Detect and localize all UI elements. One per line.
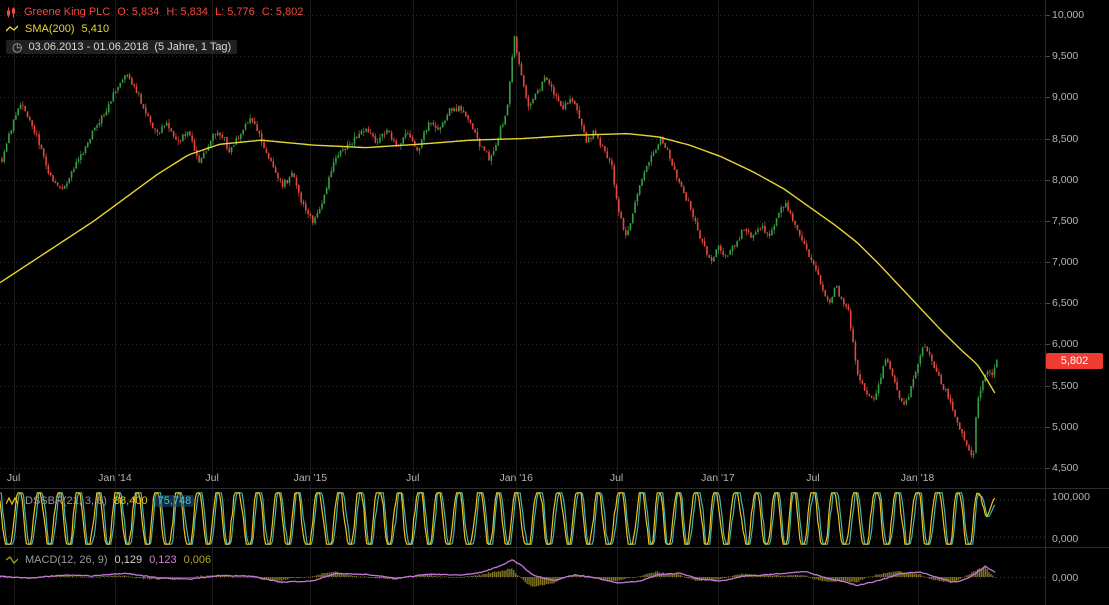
x-axis-label: Jul <box>406 472 420 484</box>
x-axis-label: Jan '14 <box>98 472 132 484</box>
x-axis-label: Jan '17 <box>701 472 735 484</box>
last-price-tag: 5,802 <box>1046 352 1103 369</box>
sma-value: 5,410 <box>81 23 110 35</box>
macd-legend[interactable]: MACD(12, 26, 9) 0,129 0,123 0,006 <box>6 554 211 566</box>
y-axis-label: 5,000 <box>1052 420 1079 433</box>
sma-line-icon <box>6 24 18 34</box>
dssbr-fast-value: 88,400 <box>113 495 148 507</box>
y-axis-label: 9,500 <box>1052 50 1079 63</box>
ohlc-low: L: 5,776 <box>215 6 255 18</box>
y-axis-label: 10,000 <box>1052 9 1085 21</box>
x-axis-label: Jul <box>806 472 820 484</box>
macd-name: MACD(12, 26, 9) <box>25 554 108 566</box>
sma-name: SMA(200) <box>25 23 75 35</box>
x-axis-label: Jul <box>609 472 624 484</box>
dssbr-legend[interactable]: DSSBR(21, 3, 8) 88,400 75,748 <box>6 495 195 507</box>
symbol-legend[interactable]: Greene King PLC O: 5,834 H: 5,834 L: 5,7… <box>6 6 303 18</box>
dssbr-axis-label: 100,000 <box>1052 491 1090 503</box>
dssbr-indicator-icon <box>6 496 18 506</box>
macd-axis-label: 0,000 <box>1052 572 1079 584</box>
ohlc-close: C: 5,802 <box>261 6 304 18</box>
macd-value: 0,129 <box>114 554 143 566</box>
y-axis-label: 6,500 <box>1052 297 1079 310</box>
symbol-name: Greene King PLC <box>24 6 111 18</box>
candlestick-icon <box>6 7 17 18</box>
ohlc-high: H: 5,834 <box>166 6 209 18</box>
macd-hist-value: 0,006 <box>183 554 212 566</box>
y-axis-label: 6,000 <box>1052 338 1079 351</box>
macd-indicator-icon <box>6 555 18 565</box>
date-range-detail: (5 Jahre, 1 Tag) <box>154 41 232 53</box>
y-axis-label: 4,500 <box>1052 462 1079 474</box>
date-range-text: 03.06.2013 - 01.06.2018 <box>28 41 149 53</box>
y-axis-label: 8,000 <box>1052 173 1079 186</box>
x-axis-label: Jan '15 <box>293 472 328 484</box>
x-axis-label: Jul <box>6 472 21 484</box>
x-axis-label: Jan '18 <box>900 472 935 484</box>
x-axis-label: Jul <box>205 472 219 484</box>
dssbr-axis-label: 0,000 <box>1052 533 1079 545</box>
ohlc-open: O: 5,834 <box>117 6 160 18</box>
history-clock-icon: ◷ <box>12 39 23 54</box>
y-axis-label: 7,500 <box>1052 214 1079 227</box>
dssbr-slow-value: 75,748 <box>154 495 195 507</box>
y-axis-label: 5,500 <box>1052 379 1079 392</box>
x-axis-label: Jan '16 <box>499 472 533 484</box>
y-axis-label: 8,500 <box>1052 132 1079 145</box>
date-range-row[interactable]: ◷ 03.06.2013 - 01.06.2018 (5 Jahre, 1 Ta… <box>6 39 238 54</box>
date-range-badge: ◷ 03.06.2013 - 01.06.2018 (5 Jahre, 1 Ta… <box>6 39 238 54</box>
y-axis-label: 9,000 <box>1052 91 1079 104</box>
dssbr-name: DSSBR(21, 3, 8) <box>25 495 107 507</box>
macd-signal-value: 0,123 <box>149 554 177 566</box>
sma-legend[interactable]: SMA(200) 5,410 <box>6 23 109 35</box>
y-axis-label: 7,000 <box>1052 256 1079 269</box>
